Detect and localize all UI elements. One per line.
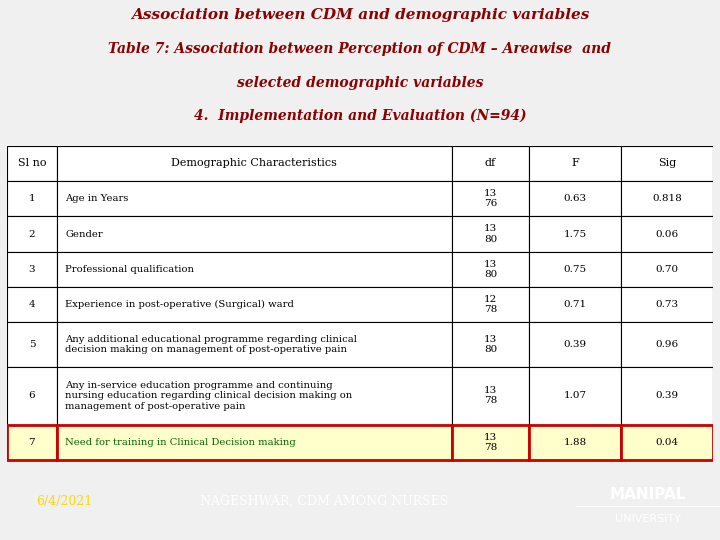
Bar xyxy=(451,367,529,425)
Bar xyxy=(451,146,529,181)
Text: 4.  Implementation and Evaluation (N=94): 4. Implementation and Evaluation (N=94) xyxy=(194,109,526,123)
Bar xyxy=(7,425,57,460)
Text: Demographic Characteristics: Demographic Characteristics xyxy=(171,158,337,168)
Bar xyxy=(451,217,529,252)
Text: 0.70: 0.70 xyxy=(655,265,678,274)
Text: 0.73: 0.73 xyxy=(655,300,678,309)
Text: 1.75: 1.75 xyxy=(564,230,587,239)
Bar xyxy=(7,217,57,252)
Text: 12
78: 12 78 xyxy=(484,295,498,314)
Text: 13
80: 13 80 xyxy=(484,335,498,354)
Bar xyxy=(529,287,621,322)
Bar xyxy=(451,181,529,217)
Bar xyxy=(529,322,621,367)
Text: Experience in post-operative (Surgical) ward: Experience in post-operative (Surgical) … xyxy=(65,300,294,309)
Text: Any additional educational programme regarding clinical
decision making on manag: Any additional educational programme reg… xyxy=(65,335,357,354)
Bar xyxy=(621,252,713,287)
Text: 0.39: 0.39 xyxy=(655,391,678,400)
Bar xyxy=(7,322,57,367)
Bar xyxy=(529,181,621,217)
Bar xyxy=(57,146,451,181)
Bar xyxy=(451,425,529,460)
Text: 0.818: 0.818 xyxy=(652,194,682,203)
Text: 6: 6 xyxy=(29,391,35,400)
Text: 0.96: 0.96 xyxy=(655,340,678,349)
Text: Association between CDM and demographic variables: Association between CDM and demographic … xyxy=(131,8,589,22)
Text: 13
78: 13 78 xyxy=(484,386,498,406)
Text: Gender: Gender xyxy=(65,230,103,239)
Bar xyxy=(7,181,57,217)
Bar xyxy=(621,181,713,217)
Text: 1.88: 1.88 xyxy=(564,438,587,447)
Text: 6/4/2021: 6/4/2021 xyxy=(36,495,92,508)
Text: NAGESHWAR, CDM AMONG NURSES: NAGESHWAR, CDM AMONG NURSES xyxy=(200,495,448,508)
Text: 4: 4 xyxy=(29,300,35,309)
Text: UNIVERSITY: UNIVERSITY xyxy=(615,514,681,524)
Text: 5: 5 xyxy=(29,340,35,349)
Bar xyxy=(529,367,621,425)
Bar xyxy=(451,287,529,322)
Text: 0.06: 0.06 xyxy=(655,230,678,239)
Bar xyxy=(529,425,621,460)
Bar xyxy=(57,322,451,367)
Text: Need for training in Clinical Decision making: Need for training in Clinical Decision m… xyxy=(65,438,296,447)
Text: 0.75: 0.75 xyxy=(564,265,587,274)
Bar xyxy=(57,367,451,425)
Text: Any in-service education programme and continuing
nursing education regarding cl: Any in-service education programme and c… xyxy=(65,381,352,410)
Text: Professional qualification: Professional qualification xyxy=(65,265,194,274)
Text: 2: 2 xyxy=(29,230,35,239)
Text: 13
80: 13 80 xyxy=(484,225,498,244)
Text: 13
80: 13 80 xyxy=(484,260,498,279)
Bar xyxy=(451,322,529,367)
Text: Age in Years: Age in Years xyxy=(65,194,128,203)
Text: 7: 7 xyxy=(29,438,35,447)
Bar xyxy=(529,252,621,287)
Bar xyxy=(57,217,451,252)
Text: 0.39: 0.39 xyxy=(564,340,587,349)
Bar xyxy=(57,425,451,460)
Bar xyxy=(621,425,713,460)
Bar xyxy=(621,217,713,252)
Text: df: df xyxy=(485,158,496,168)
Bar xyxy=(621,287,713,322)
Bar xyxy=(621,322,713,367)
Text: F: F xyxy=(572,158,579,168)
Bar xyxy=(7,252,57,287)
Text: 1: 1 xyxy=(29,194,35,203)
Text: Table 7: Association between Perception of CDM – Areawise  and: Table 7: Association between Perception … xyxy=(109,42,611,56)
Bar xyxy=(57,252,451,287)
Text: 1.07: 1.07 xyxy=(564,391,587,400)
Bar xyxy=(7,146,57,181)
Text: 3: 3 xyxy=(29,265,35,274)
Bar xyxy=(621,367,713,425)
Text: Sl no: Sl no xyxy=(18,158,46,168)
Bar xyxy=(451,252,529,287)
Text: MANIPAL: MANIPAL xyxy=(610,487,686,502)
Bar xyxy=(57,287,451,322)
Bar xyxy=(7,367,57,425)
Text: 0.04: 0.04 xyxy=(655,438,678,447)
Bar xyxy=(57,181,451,217)
Text: 13
78: 13 78 xyxy=(484,433,498,452)
Bar xyxy=(621,146,713,181)
Text: selected demographic variables: selected demographic variables xyxy=(237,76,483,90)
Bar xyxy=(529,146,621,181)
Bar xyxy=(529,217,621,252)
Text: 13
76: 13 76 xyxy=(484,189,498,208)
Text: 0.63: 0.63 xyxy=(564,194,587,203)
Text: Sig: Sig xyxy=(658,158,676,168)
Text: 0.71: 0.71 xyxy=(564,300,587,309)
Bar xyxy=(7,287,57,322)
